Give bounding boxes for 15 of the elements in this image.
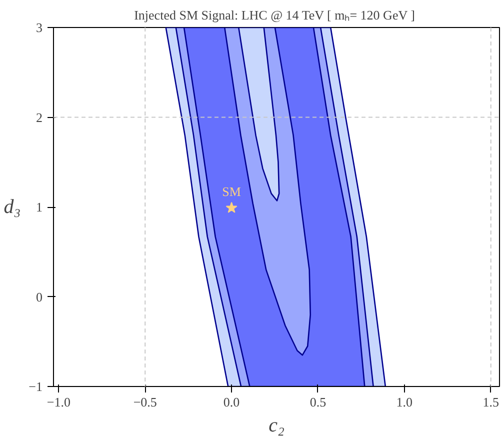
x-axis-title: c₂ [268, 414, 284, 436]
x-tick-label: 1.5 [482, 394, 499, 410]
chart-title: Injected SM Signal: LHC @ 14 TeV [ mₕ= 120 GeV ] [134, 8, 415, 22]
y-tick-label: −1 [28, 379, 43, 394]
x-tick-label: −0.5 [133, 394, 157, 410]
x-tick-label: 0.5 [310, 394, 326, 410]
x-tick-label: 1.0 [396, 394, 413, 410]
y-tick-label: 3 [36, 20, 42, 35]
y-axis-title: d₃ [4, 196, 21, 218]
y-tick-label: 0 [36, 289, 42, 304]
y-tick-label: 2 [36, 110, 42, 125]
x-tick-label: −1.0 [46, 394, 70, 410]
x-tick-label: 0.0 [223, 394, 240, 410]
y-tick-label: 1 [36, 200, 42, 214]
series-label: SM [222, 184, 242, 199]
